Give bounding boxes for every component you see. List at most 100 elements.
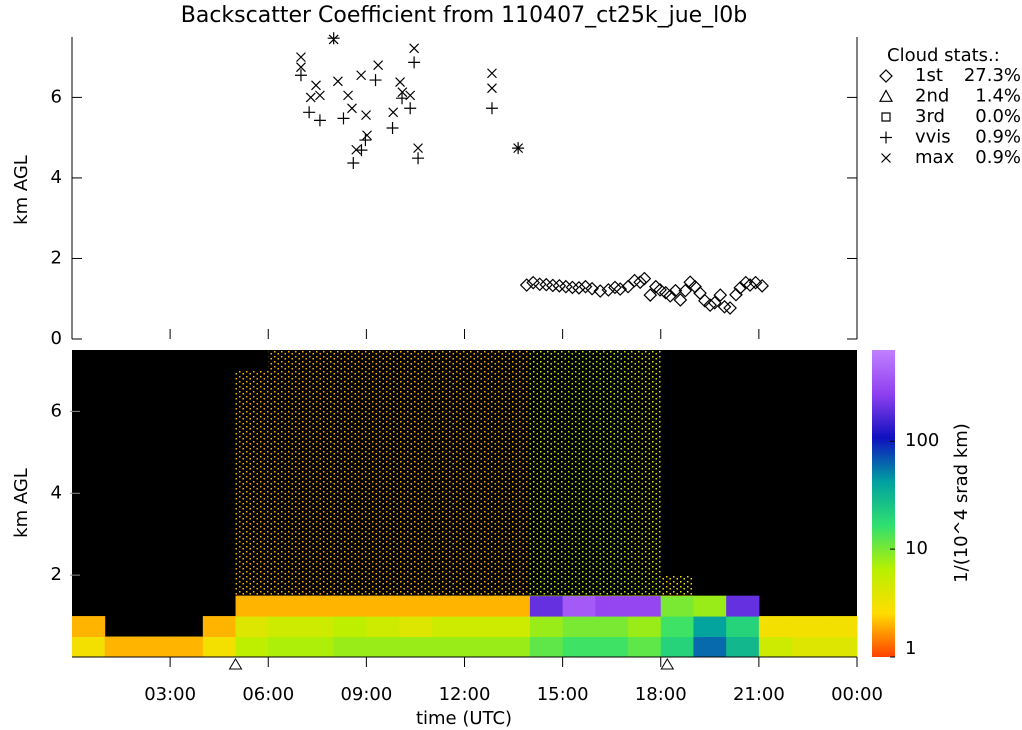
point — [668, 283, 683, 298]
point — [633, 275, 647, 290]
point — [608, 280, 622, 295]
point — [305, 92, 316, 103]
heat-cell — [268, 616, 302, 638]
heat-cell — [758, 636, 793, 658]
heat-cell — [235, 636, 269, 658]
heat-cell — [366, 616, 400, 638]
heat-cell — [693, 595, 727, 617]
event-marker — [660, 658, 675, 670]
point — [707, 295, 722, 310]
point — [513, 143, 524, 154]
point — [519, 278, 534, 292]
heat-cell — [726, 616, 760, 638]
point — [409, 43, 420, 54]
heat-cell — [562, 636, 596, 658]
heat-cell — [791, 636, 825, 658]
heat-cell — [268, 595, 302, 617]
heat-cell — [595, 636, 629, 658]
heat-cell — [300, 616, 335, 638]
point — [601, 283, 616, 297]
point — [673, 293, 688, 307]
legend-symbol — [880, 131, 892, 144]
colorbar-tick-label: 1 — [905, 638, 916, 659]
heat-cell — [431, 595, 465, 617]
heat-cell — [235, 595, 269, 617]
x-tick-label: 18:00 — [635, 684, 687, 705]
heat-cell — [660, 595, 694, 617]
heat-cell — [464, 616, 498, 638]
legend-title: Cloud stats.: — [887, 45, 1000, 66]
y-axis-label: km AGL — [11, 468, 32, 538]
heat-cell — [497, 616, 531, 638]
point — [343, 90, 353, 101]
legend-label: 2nd — [915, 86, 949, 107]
heat-cell — [497, 636, 531, 658]
point — [738, 275, 753, 290]
point — [755, 278, 769, 293]
heat-cell — [758, 616, 793, 638]
legend-symbol — [881, 153, 891, 163]
point — [373, 60, 384, 71]
x-tick-label: 21:00 — [733, 684, 785, 705]
legend-label: 3rd — [915, 106, 945, 127]
point — [347, 157, 360, 170]
point — [332, 76, 343, 87]
point — [296, 62, 306, 73]
legend-symbol — [881, 112, 891, 122]
heat-cell — [137, 636, 171, 658]
scatter-panel: 0 2 4 6 1st 27.3% 2nd 1.4% 3rd 0.0% vvis 0.9% max 0.9… — [51, 32, 1021, 349]
point — [743, 278, 757, 292]
point — [362, 130, 372, 141]
heat-cell — [824, 636, 858, 658]
y-tick-label: 0 — [51, 328, 62, 349]
point — [404, 102, 417, 115]
heat-cell — [529, 636, 564, 658]
chart-title: Backscatter Coefficient from 110407_ct25… — [181, 3, 748, 28]
heat-cell — [366, 636, 400, 658]
point — [327, 32, 340, 45]
point — [663, 289, 678, 303]
y-tick-label: 6 — [51, 400, 62, 421]
noise-texture — [72, 350, 857, 596]
x-tick-label: 15:00 — [537, 684, 589, 705]
point — [395, 77, 405, 88]
heat-cell — [399, 616, 433, 638]
heat-cell — [300, 595, 335, 617]
y-tick-label: 4 — [51, 482, 62, 503]
point — [729, 287, 743, 302]
point — [532, 277, 547, 292]
heat-cell — [497, 595, 531, 617]
point — [351, 144, 362, 155]
heat-cell — [170, 636, 204, 658]
heat-cell — [660, 636, 694, 658]
legend-label: vvis — [915, 127, 951, 148]
legend-label: 1st — [915, 65, 943, 86]
colorbar-tick-label: 10 — [905, 538, 928, 559]
colorbar-label: 1/(10^4 srad km) — [951, 423, 972, 583]
heat-cell — [464, 636, 498, 658]
heat-cell — [366, 595, 400, 617]
x-tick-label: 03:00 — [144, 684, 196, 705]
heat-cell — [399, 636, 433, 658]
x-tick-label: 06:00 — [242, 684, 294, 705]
point — [388, 107, 399, 118]
point — [643, 288, 658, 302]
heat-cell — [202, 616, 237, 638]
point — [356, 70, 367, 81]
legend-symbol — [879, 69, 893, 83]
heat-cell — [562, 616, 596, 638]
point — [413, 143, 423, 154]
heat-cell — [333, 616, 367, 638]
heat-cell — [333, 636, 367, 658]
point — [315, 90, 325, 101]
colorbar — [872, 350, 895, 657]
point — [713, 288, 728, 302]
heat-cell — [268, 636, 302, 658]
heat-cell — [431, 636, 465, 658]
point — [412, 152, 425, 165]
y-axis-label: km AGL — [11, 155, 32, 225]
point — [593, 284, 608, 298]
heat-cell — [202, 636, 237, 658]
heat-cell — [726, 595, 760, 617]
point — [572, 281, 586, 295]
